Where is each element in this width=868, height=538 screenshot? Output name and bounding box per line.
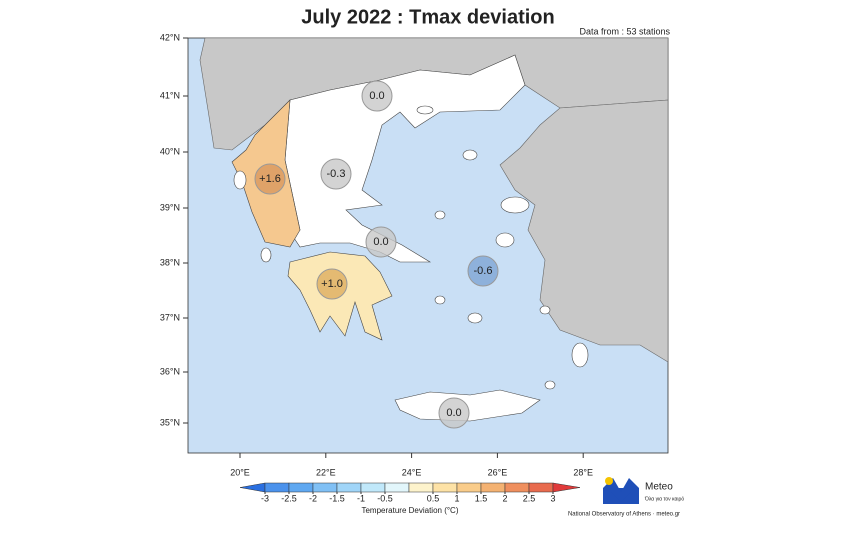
island (571, 342, 589, 368)
lon-label: 20°E (230, 467, 250, 477)
colorbar-bin (480, 482, 506, 493)
colorbar-label: -0.5 (377, 493, 393, 503)
lat-label: 41°N (160, 90, 180, 100)
map: 0.0 -0.3 +1.6 0.0 -0.6 +1.0 0.0 (187, 37, 669, 454)
island (233, 170, 247, 190)
lon-label: 26°E (488, 467, 508, 477)
station-note: Data from : 53 stations (579, 26, 670, 36)
station-marker (254, 163, 286, 195)
colorbar-bin (288, 482, 314, 493)
logo-credit: National Observatory of Athens · meteo.g… (568, 512, 680, 518)
islands (233, 105, 589, 390)
logo-sun (605, 477, 613, 485)
region-value: 0.0 (373, 236, 388, 248)
colorbar-high (552, 482, 581, 493)
region-value: 0.0 (446, 407, 461, 419)
colorbar-bin (264, 482, 290, 493)
colorbar-label: -2.5 (281, 493, 297, 503)
region-values: 0.0 -0.3 +1.6 0.0 -0.6 +1.0 0.0 (254, 80, 499, 429)
colorbar: -3 -2.5 -2 -1.5 -1 -0.5 0.5 1 1.5 2 2.5 3 (239, 482, 581, 503)
colorbar-label: 2.5 (523, 493, 536, 503)
logo-name: Meteo (645, 482, 673, 493)
colorbar-bin (432, 482, 458, 493)
island (544, 380, 556, 390)
island (467, 312, 483, 324)
colorbar-bin (504, 482, 530, 493)
colorbar-low (239, 482, 266, 493)
island (495, 232, 515, 248)
lon-label: 28°E (573, 467, 593, 477)
island (260, 247, 272, 263)
island (434, 295, 446, 305)
colorbar-bin (312, 482, 338, 493)
colorbar-bin (360, 482, 386, 493)
logo-m (603, 478, 639, 504)
logo-tagline: Όλα για τον καιρό (644, 495, 684, 502)
colorbar-bin (336, 482, 362, 493)
region-value: 0.0 (369, 90, 384, 102)
colorbar-bin (408, 482, 434, 493)
lat-label: 37°N (160, 312, 180, 322)
station-marker (316, 268, 348, 300)
island (434, 210, 446, 220)
colorbar-bin (456, 482, 482, 493)
region-value: -0.6 (474, 265, 493, 277)
station-marker (320, 158, 352, 190)
lat-label: 39°N (160, 202, 180, 212)
island (500, 196, 530, 214)
station-marker (365, 226, 397, 258)
colorbar-label: 3 (550, 493, 555, 503)
station-marker (467, 255, 499, 287)
colorbar-bin (384, 482, 410, 493)
colorbar-label: 2 (502, 493, 507, 503)
title: July 2022 : Tmax deviation (301, 6, 554, 28)
colorbar-label: -1.5 (329, 493, 345, 503)
station-marker (361, 80, 393, 112)
lon-label: 22°E (316, 467, 336, 477)
colorbar-label: -2 (309, 493, 317, 503)
lon-label: 24°E (402, 467, 422, 477)
colorbar-bin (528, 482, 554, 493)
colorbar-label: -3 (261, 493, 269, 503)
colorbar-label: 1.5 (475, 493, 488, 503)
lat-label: 35°N (160, 417, 180, 427)
land-east (499, 99, 669, 363)
lat-label: 36°N (160, 366, 180, 376)
island (539, 305, 551, 315)
region-value: -0.3 (327, 168, 346, 180)
station-marker (438, 397, 470, 429)
axes: 42°N 41°N 40°N 39°N 38°N 37°N 36°N 35°N 20°E 22°E… (160, 32, 593, 477)
lat-label: 38°N (160, 257, 180, 267)
region-value: +1.6 (259, 173, 281, 185)
island (416, 105, 434, 115)
region-value: +1.0 (321, 278, 343, 290)
lat-label: 40°N (160, 146, 180, 156)
logo: Meteo Όλα για τον καιρό National Observa… (568, 477, 684, 518)
colorbar-label: 1 (454, 493, 459, 503)
greece-north (284, 54, 526, 263)
colorbar-title: Temperature Deviation (°C) (361, 506, 458, 515)
lat-label: 42°N (160, 32, 180, 42)
colorbar-label: -1 (357, 493, 365, 503)
colorbar-label: 0.5 (427, 493, 440, 503)
island (462, 149, 478, 161)
